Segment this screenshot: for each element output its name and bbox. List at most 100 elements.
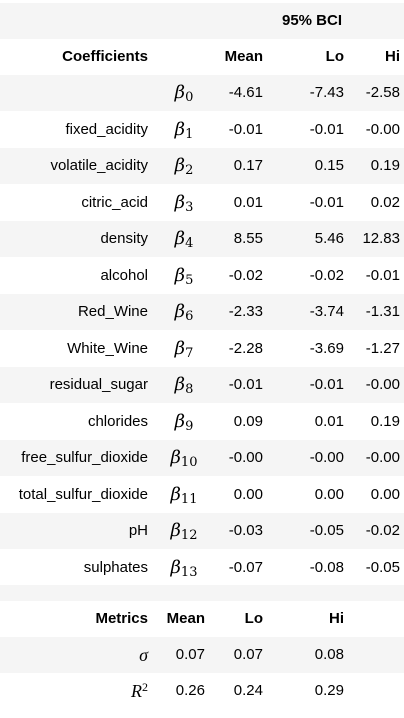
coef-symbol-letter: β: [174, 155, 186, 176]
coef-symbol-letter: β: [170, 447, 181, 468]
coef-mean: -0.01: [228, 120, 263, 138]
metrics-header-hi: Hi: [329, 610, 344, 627]
coef-lo: -0.01: [309, 120, 344, 138]
metric-symbol: R2: [0, 673, 148, 709]
coef-symbol-subscript: 5: [185, 272, 194, 288]
coef-mean: 0.01: [233, 193, 263, 211]
coef-symbol-letter: β: [174, 410, 186, 432]
coef-symbol-subscript: 2: [185, 163, 194, 178]
coef-header-mean: Mean: [224, 48, 263, 65]
table-row: White_Wine β7 -2.28 -3.69 -1.27: [0, 331, 404, 367]
coef-symbol-subscript: 13: [180, 564, 198, 580]
coef-lo: -0.00: [309, 449, 344, 466]
coef-symbol-subscript: 0: [185, 90, 194, 105]
table-row: free_sulfur_dioxide β10 -0.00 -0.00 -0.00: [0, 440, 404, 476]
table-row: β0 -4.61 -7.43 -2.58: [0, 75, 404, 111]
coef-symbol: β3: [160, 185, 208, 221]
coef-name: [0, 75, 148, 111]
coef-hi: -0.00: [365, 449, 400, 466]
metric-lo: 0.24: [233, 682, 263, 699]
table-row: density β4 8.55 5.46 12.83: [0, 221, 404, 257]
coef-symbol: β2: [160, 148, 208, 184]
coef-symbol-letter: β: [174, 191, 186, 213]
coef-symbol-subscript: 3: [185, 199, 194, 215]
coef-hi: -1.27: [365, 339, 400, 357]
coef-hi: 0.19: [370, 412, 400, 430]
coef-name: chlorides: [87, 412, 148, 430]
metric-symbol-letter: σ: [139, 645, 148, 665]
coef-lo: 5.46: [314, 230, 344, 247]
coef-hi: -0.00: [365, 376, 400, 393]
coef-symbol-subscript: 4: [185, 236, 194, 251]
coef-lo: -0.02: [309, 266, 344, 284]
coef-mean: -4.61: [228, 84, 263, 101]
table-row: chlorides β9 0.09 0.01 0.19: [0, 404, 404, 440]
table-row: citric_acid β3 0.01 -0.01 0.02: [0, 185, 404, 221]
coef-hi: -2.58: [365, 84, 400, 101]
coef-symbol: β4: [160, 221, 208, 257]
coef-symbol-letter: β: [174, 337, 186, 359]
coef-symbol-subscript: 6: [185, 309, 194, 324]
coef-hi: 0.02: [370, 193, 400, 211]
bci-group-header: 95% BCI: [281, 12, 343, 29]
metric-symbol-superscript: 2: [142, 680, 148, 694]
coef-symbol: β13: [160, 550, 208, 586]
coef-header-lo: Lo: [325, 48, 344, 65]
coef-hi: -1.31: [365, 303, 400, 320]
coef-lo: -0.01: [309, 376, 344, 393]
coef-lo: 0.01: [314, 412, 344, 430]
coef-symbol-letter: β: [174, 301, 186, 322]
table-row: sulphates β13 -0.07 -0.08 -0.05: [0, 550, 404, 586]
coef-symbol-subscript: 11: [180, 491, 198, 507]
metrics-header-row: Metrics Mean Lo Hi: [0, 601, 404, 637]
table-row: total_sulfur_dioxide β11 0.00 0.00 0.00: [0, 477, 404, 513]
coef-symbol-subscript: 10: [180, 455, 198, 470]
coef-symbol: β5: [160, 258, 208, 294]
coef-lo: -3.74: [309, 303, 344, 320]
coef-header-name: Coefficients: [62, 48, 148, 65]
coef-mean: 0.09: [233, 412, 263, 430]
coef-symbol-letter: β: [170, 483, 181, 505]
coef-symbol: β1: [160, 112, 208, 148]
coef-symbol-letter: β: [174, 228, 186, 249]
coef-lo: -7.43: [309, 84, 344, 101]
coef-symbol: β7: [160, 331, 208, 367]
table-row: σ 0.07 0.07 0.08: [0, 637, 404, 673]
coef-symbol-letter: β: [174, 118, 186, 140]
coef-name: White_Wine: [67, 339, 148, 357]
coef-hi: 0.19: [370, 157, 400, 174]
metric-mean: 0.26: [175, 682, 205, 699]
coef-name: fixed_acidity: [65, 120, 148, 138]
coef-hi: -0.00: [365, 120, 400, 138]
coef-lo: 0.15: [314, 157, 344, 174]
coef-mean: 0.00: [233, 485, 263, 503]
metric-lo: 0.07: [233, 646, 263, 663]
coef-mean: 8.55: [233, 230, 263, 247]
metrics-header-lo: Lo: [244, 610, 263, 627]
coef-hi: -0.01: [365, 266, 400, 284]
coef-symbol: β0: [160, 75, 208, 111]
table-row: volatile_acidity β2 0.17 0.15 0.19: [0, 148, 404, 184]
coef-symbol: β10: [160, 440, 208, 476]
metrics-header-name: Metrics: [95, 610, 148, 627]
coef-mean: 0.17: [233, 157, 263, 174]
coef-hi: -0.02: [365, 522, 400, 539]
coef-mean: -0.03: [228, 522, 263, 539]
coef-symbol-subscript: 7: [185, 345, 194, 361]
coef-mean: -2.33: [228, 303, 263, 320]
coef-name: total_sulfur_dioxide: [18, 485, 148, 503]
coef-symbol-letter: β: [174, 264, 186, 286]
coef-mean: -0.01: [228, 376, 263, 393]
table-row: residual_sugar β8 -0.01 -0.01 -0.00: [0, 367, 404, 403]
coef-symbol: β12: [160, 513, 208, 549]
coef-hi: 0.00: [370, 485, 400, 503]
coef-lo: -0.08: [309, 558, 344, 576]
coef-name: Red_Wine: [77, 303, 148, 320]
coef-symbol: β11: [160, 477, 208, 513]
coef-symbol-letter: β: [170, 520, 181, 541]
coef-name: citric_acid: [81, 193, 148, 211]
coef-name: density: [100, 230, 148, 247]
coef-symbol-subscript: 8: [185, 382, 194, 397]
coef-group-header-row: 95% BCI: [0, 3, 404, 39]
metric-symbol-letter: R: [131, 681, 142, 701]
